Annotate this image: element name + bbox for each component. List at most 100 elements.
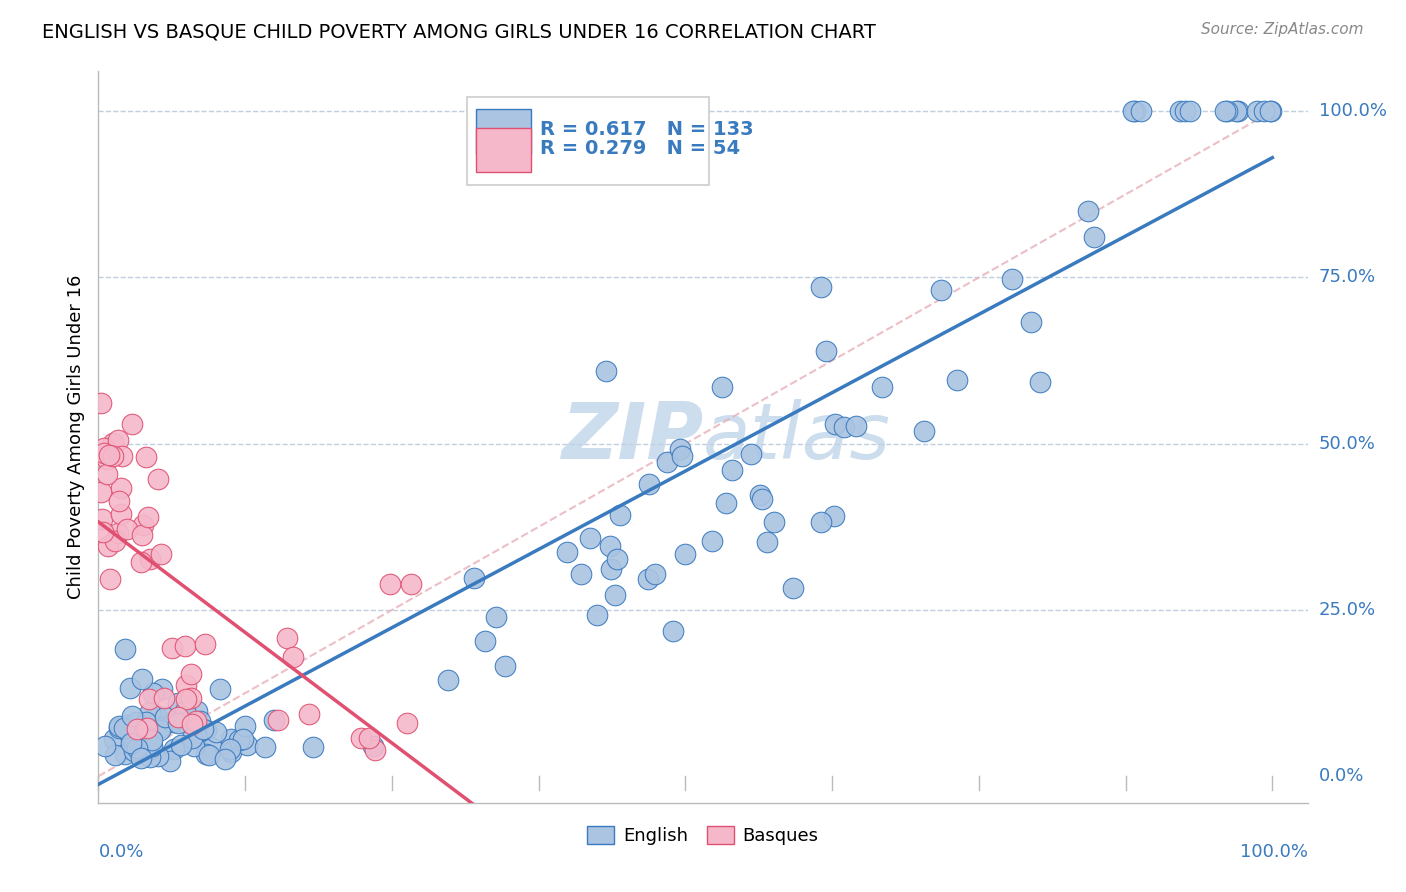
Point <box>662 624 685 638</box>
Point <box>129 555 152 569</box>
Point <box>120 726 142 740</box>
Point <box>112 721 135 735</box>
Point <box>267 713 290 727</box>
Point <box>186 704 208 718</box>
Point <box>1123 104 1146 119</box>
Point <box>167 696 190 710</box>
Point <box>174 677 197 691</box>
Point <box>180 690 202 705</box>
Point <box>1174 104 1197 119</box>
Point <box>120 728 142 742</box>
Point <box>298 707 321 722</box>
Text: ENGLISH VS BASQUE CHILD POVERTY AMONG GIRLS UNDER 16 CORRELATION CHART: ENGLISH VS BASQUE CHILD POVERTY AMONG GI… <box>42 22 876 41</box>
Point <box>824 417 846 431</box>
Point <box>127 741 149 756</box>
Point <box>263 713 285 727</box>
Point <box>153 691 176 706</box>
Point <box>283 650 305 665</box>
Point <box>104 534 127 549</box>
Point <box>276 631 298 645</box>
Point <box>173 704 195 718</box>
Point <box>142 718 165 732</box>
Point <box>657 455 679 469</box>
Point <box>1178 104 1201 119</box>
Point <box>219 732 242 747</box>
Point <box>463 571 485 585</box>
Point <box>637 572 659 586</box>
Point <box>132 518 155 533</box>
Point <box>578 531 600 545</box>
Text: 100.0%: 100.0% <box>1240 843 1308 861</box>
Point <box>599 539 621 553</box>
Point <box>673 547 696 561</box>
Point <box>94 739 117 753</box>
Point <box>810 515 832 529</box>
Point <box>162 714 184 729</box>
Text: 50.0%: 50.0% <box>1319 434 1375 453</box>
Point <box>96 452 118 467</box>
Point <box>931 283 953 297</box>
Legend: English, Basques: English, Basques <box>581 819 825 852</box>
Point <box>198 748 221 763</box>
Point <box>108 721 131 735</box>
Point <box>91 525 114 540</box>
Point <box>166 710 188 724</box>
Point <box>595 364 617 378</box>
Point <box>606 552 628 566</box>
Point <box>740 448 762 462</box>
Point <box>1253 104 1275 119</box>
Point <box>396 716 419 731</box>
Point <box>671 449 693 463</box>
Point <box>1129 104 1152 119</box>
Point <box>214 752 236 766</box>
Point <box>101 436 124 450</box>
Point <box>600 562 623 576</box>
Point <box>605 588 627 602</box>
Point <box>93 442 115 456</box>
Point <box>115 522 138 536</box>
Point <box>236 739 259 753</box>
Point <box>131 736 153 750</box>
Point <box>714 495 737 509</box>
Text: Source: ZipAtlas.com: Source: ZipAtlas.com <box>1201 22 1364 37</box>
Point <box>1260 104 1282 119</box>
Point <box>111 449 134 463</box>
Point <box>107 719 129 733</box>
Point <box>751 492 773 507</box>
Point <box>141 732 163 747</box>
Point <box>167 716 190 731</box>
Point <box>125 731 148 746</box>
Point <box>107 526 129 541</box>
Point <box>253 739 276 754</box>
Point <box>139 552 162 566</box>
Point <box>782 582 804 596</box>
Point <box>380 576 402 591</box>
Point <box>138 509 160 524</box>
Point <box>756 535 779 549</box>
Point <box>142 686 165 700</box>
Text: atlas: atlas <box>703 399 891 475</box>
Point <box>485 610 508 624</box>
Point <box>195 723 218 737</box>
Point <box>637 477 659 491</box>
Point <box>181 717 204 731</box>
Point <box>141 739 163 753</box>
Point <box>104 747 127 762</box>
Point <box>1168 104 1191 119</box>
Point <box>208 681 231 696</box>
Point <box>174 639 197 653</box>
Point <box>1216 104 1239 119</box>
Point <box>1215 104 1237 119</box>
Point <box>145 707 167 722</box>
Point <box>131 527 153 541</box>
Point <box>139 742 162 756</box>
Y-axis label: Child Poverty Among Girls Under 16: Child Poverty Among Girls Under 16 <box>66 275 84 599</box>
Point <box>103 449 125 463</box>
Point <box>191 723 214 737</box>
Point <box>149 547 172 561</box>
Point <box>131 673 153 687</box>
Point <box>1227 104 1250 119</box>
Point <box>159 754 181 768</box>
Point <box>363 743 385 757</box>
Point <box>232 731 254 746</box>
